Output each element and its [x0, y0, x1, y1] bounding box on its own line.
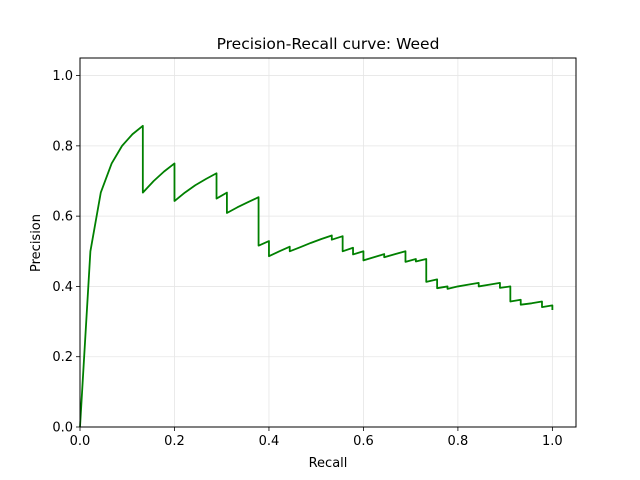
y-tick-label: 0.4: [52, 280, 73, 295]
series-layer: [79, 124, 554, 428]
x-tick-label: 0.2: [164, 434, 185, 449]
x-tick-label: 0.0: [70, 434, 91, 449]
x-tick-label: 1.0: [542, 434, 563, 449]
x-tick-label: 0.4: [259, 434, 280, 449]
y-axis-label: Precision: [29, 214, 44, 272]
pr-curve-line: [79, 124, 554, 428]
y-tick-label: 1.0: [52, 69, 73, 84]
y-tick-label: 0.0: [52, 421, 73, 436]
y-tick-label: 0.2: [52, 350, 73, 365]
plot-frame: [79, 57, 577, 428]
x-axis-label: Recall: [309, 456, 348, 471]
y-tick-label: 0.8: [52, 139, 73, 154]
chart-title: Precision-Recall curve: Weed: [217, 35, 440, 53]
x-tick-label: 0.8: [448, 434, 469, 449]
x-tick-label: 0.6: [353, 434, 374, 449]
y-tick-label: 0.6: [52, 210, 73, 225]
x-axis-ticks: 0.0 0.2 0.4 0.6 0.8 1.0: [70, 427, 563, 449]
y-axis-ticks: 0.0 0.2 0.4 0.6 0.8 1.0: [52, 69, 80, 436]
plot-area-background: [80, 58, 576, 427]
